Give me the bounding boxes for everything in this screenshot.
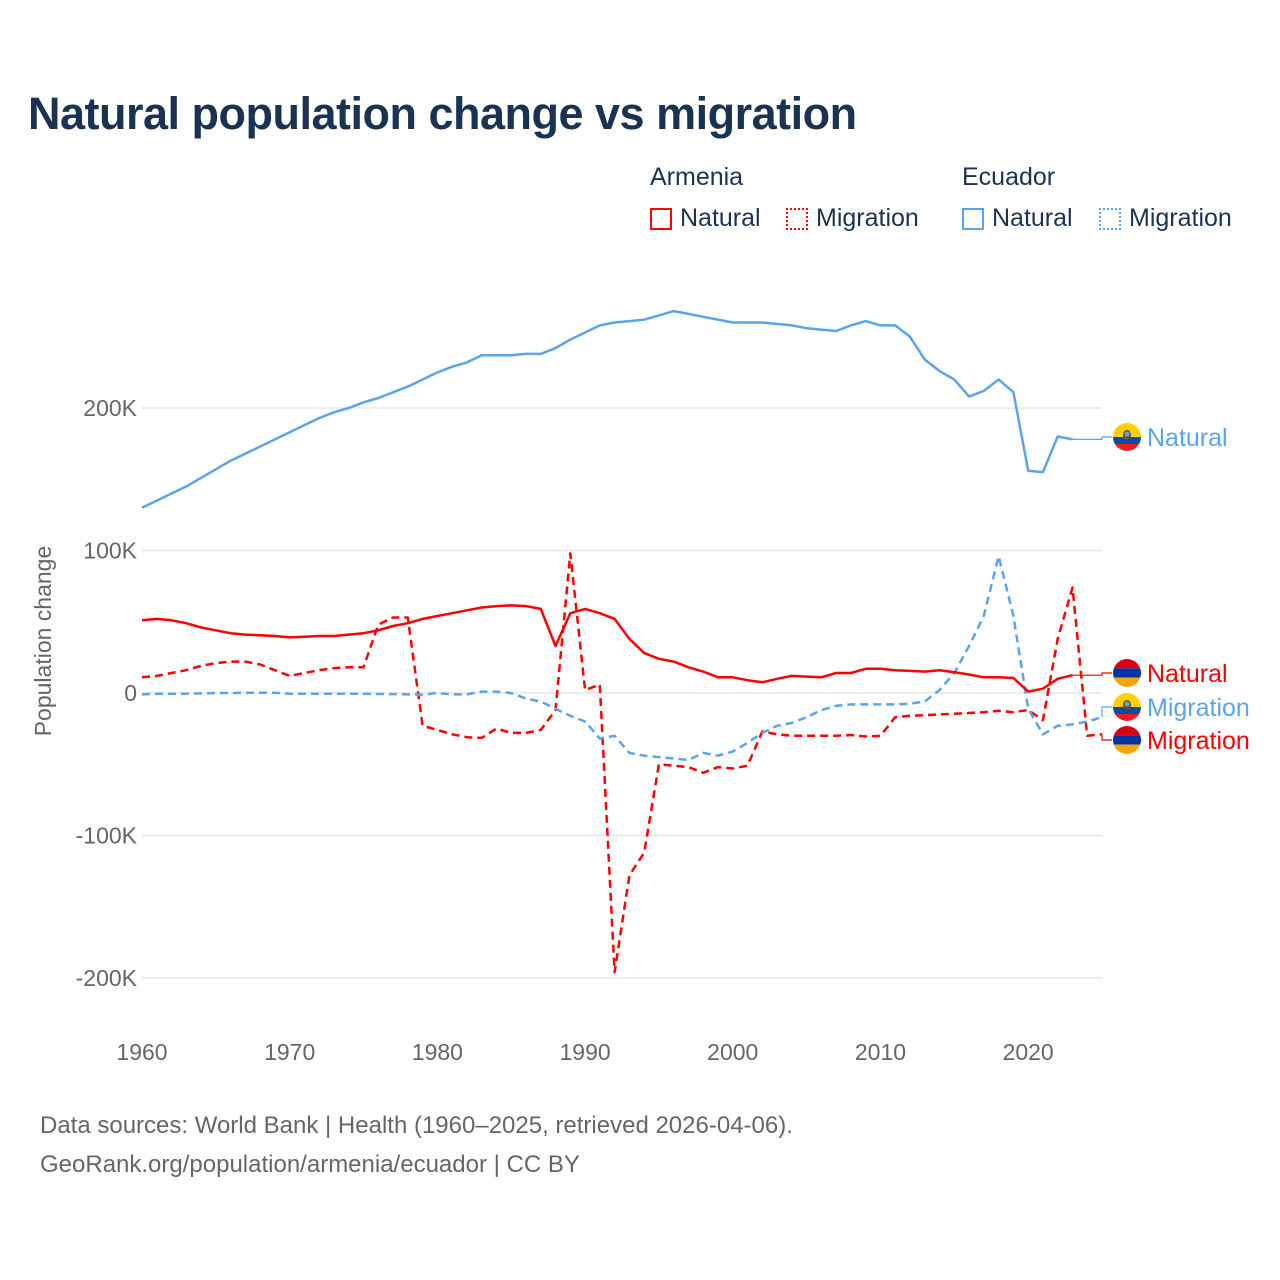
legend-label: Migration [1129,204,1232,232]
series-line-ecuador-migration [141,554,1103,762]
y-tick-label: -100K [76,823,138,849]
legend-label: Migration [816,204,919,232]
x-tick-label: 2010 [855,1039,906,1065]
ecuador-flag-icon [1113,423,1141,451]
legend-group-armenia: Armenia [650,163,744,191]
end-label-ecuador-migration: Migration [1147,694,1250,722]
legend-label: Natural [680,204,761,232]
x-tick-label: 2000 [707,1039,758,1065]
series-line-ecuador-natural [141,309,1073,509]
legend-swatch-dotted [1099,207,1121,230]
legend-armenia-migration[interactable]: Migration [786,204,919,233]
legend-swatch-dotted [786,207,808,230]
x-tick-label: 1960 [116,1039,167,1065]
series-line-armenia-natural [141,604,1073,693]
chart-title: Natural population change vs migration [28,88,857,139]
label-connector [1101,734,1112,741]
label-connector [1101,706,1112,718]
x-tick-label: 1990 [559,1039,610,1065]
legend-swatch-solid [962,207,984,230]
legend-ecuador-migration[interactable]: Migration [1099,204,1232,233]
label-connector [1072,672,1112,676]
x-tick-label: 1980 [412,1039,463,1065]
source-link[interactable]: GeoRank.org/population/armenia/ecuador |… [40,1151,580,1178]
data-sources: Data sources: World Bank | Health (1960–… [40,1112,793,1139]
legend-armenia-natural[interactable]: Natural [650,204,761,233]
y-tick-label: -200K [76,965,138,991]
y-tick-label: 200K [83,395,137,421]
end-label-ecuador-natural: Natural [1147,424,1228,452]
footer: Data sources: World Bank | Health (1960–… [40,1106,793,1184]
ecuador-flag-icon [1113,693,1141,721]
x-tick-label: 1970 [264,1039,315,1065]
y-tick-label: 0 [124,680,137,706]
x-tick-label: 2020 [1003,1039,1054,1065]
legend-swatch-solid [650,207,672,230]
label-connector [1072,436,1112,440]
legend-ecuador-natural[interactable]: Natural [962,204,1073,233]
legend-group-ecuador: Ecuador [962,163,1056,191]
series-line-armenia-migration [141,552,1103,974]
end-label-armenia-migration: Migration [1147,727,1250,755]
end-label-armenia-natural: Natural [1147,660,1228,688]
y-tick-label: 100K [83,538,137,564]
armenia-flag-icon [1113,659,1141,687]
y-axis-label: Population change [30,546,56,737]
legend-label: Natural [992,204,1073,232]
armenia-flag-icon [1113,726,1141,754]
